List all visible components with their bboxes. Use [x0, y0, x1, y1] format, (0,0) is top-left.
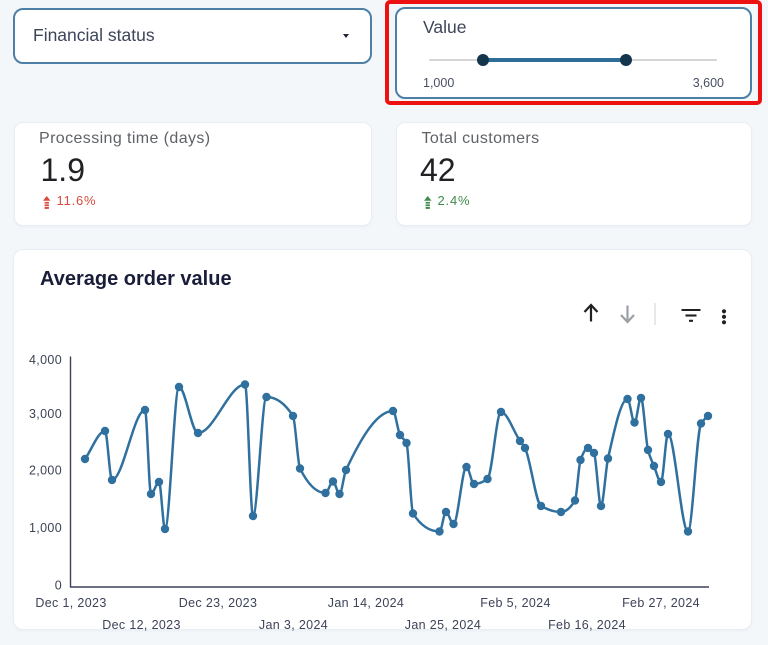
- svg-text:Jan 3, 2024: Jan 3, 2024: [259, 618, 328, 632]
- svg-text:Jan 25, 2024: Jan 25, 2024: [405, 618, 481, 632]
- svg-text:3,000: 3,000: [29, 407, 62, 421]
- svg-text:Dec 23, 2023: Dec 23, 2023: [179, 596, 258, 610]
- svg-text:0: 0: [55, 579, 62, 593]
- svg-text:Dec 12, 2023: Dec 12, 2023: [102, 618, 181, 632]
- svg-text:Dec 1, 2023: Dec 1, 2023: [35, 596, 106, 610]
- svg-text:Feb 27, 2024: Feb 27, 2024: [622, 596, 700, 610]
- svg-text:Feb 16, 2024: Feb 16, 2024: [548, 618, 626, 632]
- svg-text:4,000: 4,000: [29, 353, 62, 367]
- svg-text:Feb 5, 2024: Feb 5, 2024: [480, 596, 551, 610]
- svg-text:1,000: 1,000: [29, 521, 62, 535]
- svg-text:Jan 14, 2024: Jan 14, 2024: [328, 596, 404, 610]
- svg-text:2,000: 2,000: [29, 464, 62, 478]
